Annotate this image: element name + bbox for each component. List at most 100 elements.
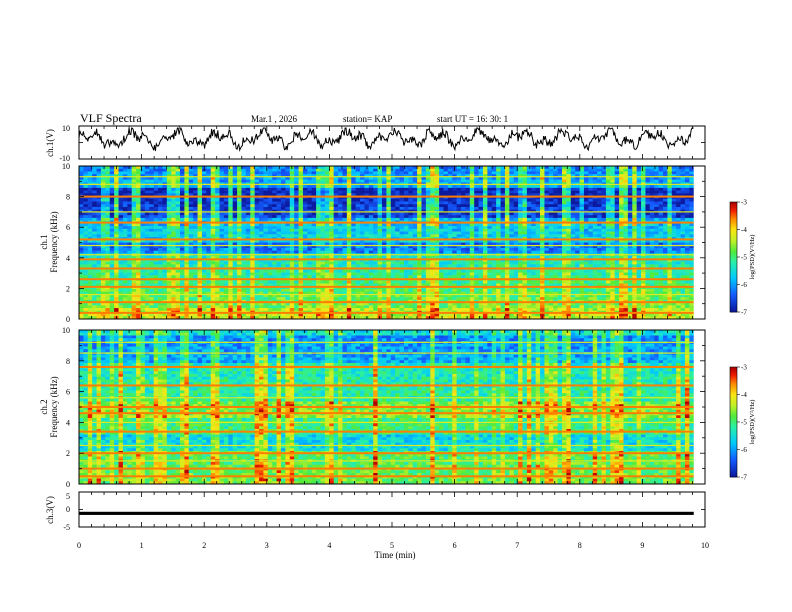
p2-cells-cell (452, 226, 457, 230)
p2-cells-cell (504, 206, 510, 211)
p2-cells-cell (570, 174, 576, 178)
p2-cells-cell (562, 193, 567, 197)
p2-cells-cell (386, 234, 392, 238)
p2-cells-cell (583, 204, 589, 208)
p2-cells-cell (276, 176, 282, 181)
p2-cells-cell (83, 185, 89, 189)
p2-cells-cell (118, 185, 124, 189)
p2-cells-cell (408, 209, 414, 213)
p2-cells-cell (338, 212, 343, 216)
p2-cells-cell (241, 185, 247, 189)
p2-cells-cell (162, 234, 168, 238)
p2-cells-cell (417, 234, 422, 238)
p2-cells-cell (425, 171, 431, 175)
p2-cells-cell (500, 258, 506, 262)
p2-cells-cell (544, 185, 550, 189)
p2-cells-cell (127, 242, 133, 246)
p2-cells-cell (201, 245, 207, 249)
p2-cells-cell (500, 247, 506, 252)
p2-cells-cell (267, 234, 273, 238)
p2-cells-cell (526, 171, 532, 175)
p2-cells-cell (158, 193, 163, 197)
p2-cells-cell (641, 247, 646, 252)
p2-cells-cell (346, 201, 352, 205)
p2-cells-cell (395, 168, 400, 172)
p2-cells-cell (443, 215, 449, 219)
p2-cells-cell (684, 166, 690, 170)
p2-cells-cell (597, 228, 602, 232)
p2-cells-cell (610, 228, 616, 232)
p2-cells-cell (592, 176, 598, 181)
p2-cells-cell (140, 179, 146, 183)
p2-cells-cell (342, 206, 348, 211)
p2-cells-cell (632, 206, 637, 211)
p2-cells-cell (614, 187, 620, 191)
p2-cells-cell (663, 204, 668, 208)
p2-cells-cell (461, 176, 466, 181)
p2-cells-cell (360, 190, 365, 194)
p2-cells-cell (588, 231, 594, 235)
p2-cells-cell (588, 168, 594, 172)
p2-cells-cell (575, 176, 580, 181)
p2-cells-cell (140, 206, 146, 211)
p2-cells-cell (351, 206, 356, 211)
p2-cells-cell (360, 204, 365, 208)
p2-cells-cell (535, 174, 541, 178)
p2-cells-cell (175, 174, 181, 178)
p2-cells-cell (118, 234, 124, 238)
p2-cells-cell (215, 190, 220, 194)
p2-cells-cell (403, 231, 409, 235)
p2-cells-cell (645, 231, 651, 235)
p2-cells-cell (355, 171, 361, 175)
p2-cells-cell (487, 228, 493, 232)
p2-cells-cell (544, 256, 550, 260)
p2-cells-cell (570, 217, 576, 221)
p2-cells-cell (390, 190, 396, 194)
p2-cells-cell (144, 223, 150, 227)
p2-cells-cell (553, 190, 558, 194)
p2-cells-cell (526, 168, 532, 172)
p2-cells-cell (158, 187, 163, 191)
p2-cells-cell (316, 179, 321, 183)
p2-cells-cell (92, 187, 97, 191)
p2-cells-cell (447, 223, 453, 227)
p2-cells-cell (531, 215, 537, 219)
p2-cells-cell (324, 201, 330, 205)
p2-cells-cell (518, 174, 523, 178)
p2-cells-cell (399, 223, 405, 227)
p2-cells-cell (403, 193, 409, 197)
p2-cells-cell (390, 215, 396, 219)
p2-cells-cell (627, 185, 633, 189)
p2-cells-cell (504, 242, 510, 246)
p2-cells-cell (320, 190, 326, 194)
p2-cells-cell (105, 209, 111, 213)
p2-cells-cell (368, 223, 374, 227)
p2-cells-cell (267, 174, 273, 178)
p2-cells-cell (250, 168, 255, 172)
p2-cells-cell (360, 198, 365, 202)
p2-cells-cell (579, 168, 585, 172)
p2-cells-cell (540, 204, 545, 208)
p2-cells-cell (562, 217, 567, 221)
p2-cells-cell (430, 176, 436, 181)
p2-cells-cell (254, 166, 260, 170)
p2-cells-cell (351, 190, 356, 194)
p2-cells-cell (206, 171, 212, 175)
p2-cells-cell (667, 198, 673, 202)
p2-cells-cell (526, 166, 532, 170)
p2-cells-cell (377, 223, 383, 227)
p2-cells-cell (162, 204, 168, 208)
p2-cells-cell (566, 234, 572, 238)
p2-cells-cell (298, 234, 304, 238)
p2-cells-cell (105, 258, 111, 262)
p2-cells-cell (373, 193, 378, 197)
p2-cells-cell (250, 193, 255, 197)
p2-cells-cell (79, 176, 84, 181)
p2-cells-cell (245, 234, 251, 238)
p2-cells-cell (166, 168, 172, 172)
p2-cells-cell (197, 226, 203, 230)
p2-cells-cell (351, 250, 356, 254)
p2-cells-cell (254, 231, 260, 235)
p2-cells-cell (676, 171, 681, 175)
p2-cells-cell (333, 206, 339, 211)
